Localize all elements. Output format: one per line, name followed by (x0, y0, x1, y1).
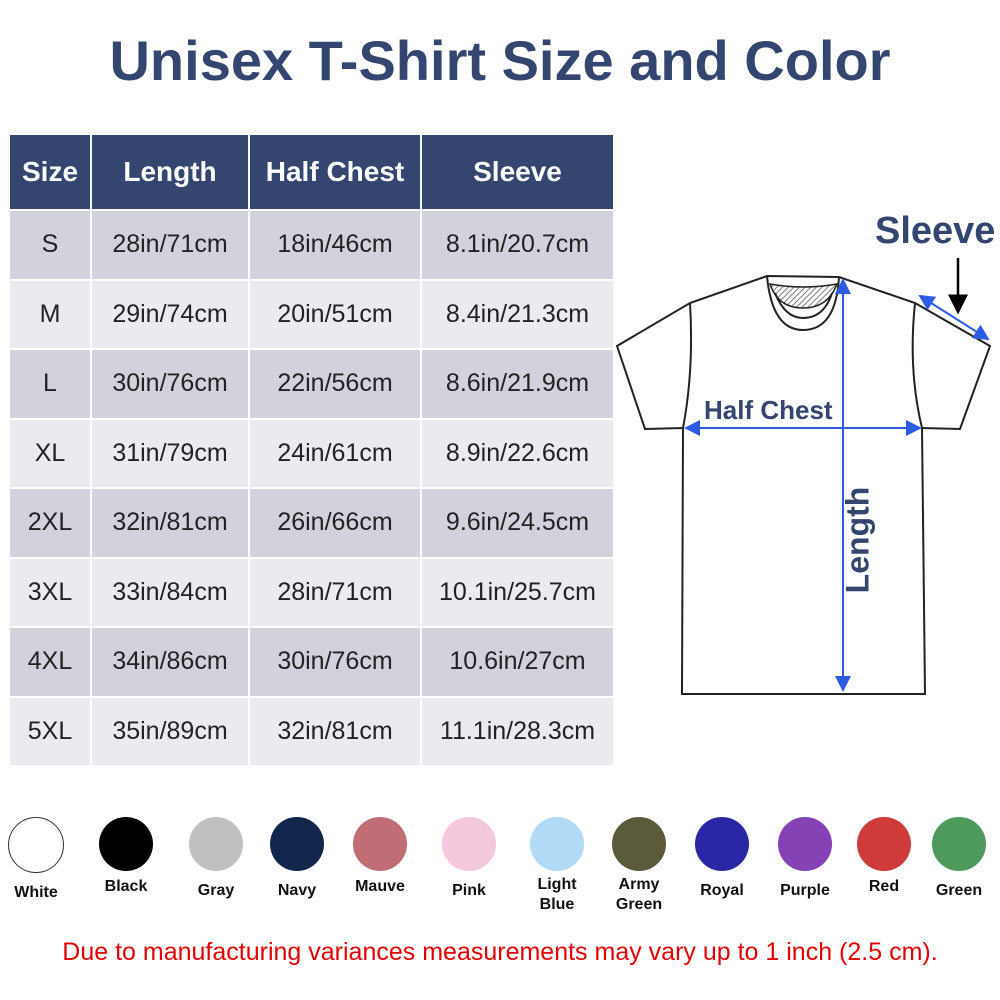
color-label: Gray (197, 882, 235, 899)
table-row: 2XL 32in/81cm 26in/66cm 9.6in/24.5cm (10, 487, 613, 558)
table-row: 3XL 33in/84cm 28in/71cm 10.1in/25.7cm (10, 556, 613, 627)
size-table: Size Length Half Chest Sleeve S 28in/71cm… (10, 135, 613, 765)
color-swatch: White (0, 817, 81, 903)
header-half-chest: Half Chest (249, 135, 422, 210)
color-dot (530, 817, 584, 871)
header-size: Size (10, 135, 92, 210)
color-label: Purple (780, 882, 830, 899)
color-swatch: Royal (677, 817, 767, 901)
length-label: Length (839, 486, 876, 594)
half-chest-cell: 24in/61cm (249, 417, 422, 488)
color-swatch: Light Blue (512, 817, 602, 915)
color-label: Army Green (615, 876, 663, 913)
size-cell: L (10, 348, 92, 419)
color-label: Light Blue (537, 876, 577, 913)
table-row: 4XL 34in/86cm 30in/76cm 10.6in/27cm (10, 626, 613, 697)
length-cell: 34in/86cm (91, 626, 250, 697)
size-cell: 5XL (10, 695, 92, 765)
length-cell: 35in/89cm (91, 695, 250, 765)
length-cell: 28in/71cm (91, 209, 250, 280)
color-label: Pink (452, 882, 486, 899)
sleeve-cell: 9.6in/24.5cm (421, 487, 613, 558)
color-dot (8, 817, 64, 873)
length-cell: 31in/79cm (91, 417, 250, 488)
half-chest-label: Half Chest (704, 395, 833, 425)
half-chest-cell: 20in/51cm (249, 278, 422, 349)
length-cell: 33in/84cm (91, 556, 250, 627)
length-cell: 32in/81cm (91, 487, 250, 558)
sleeve-arrow (918, 294, 990, 341)
half-chest-cell: 30in/76cm (249, 626, 422, 697)
color-label: Black (104, 878, 148, 895)
color-dot (442, 817, 496, 871)
color-dot (612, 817, 666, 871)
sleeve-cell: 8.6in/21.9cm (421, 348, 613, 419)
sleeve-cell: 10.6in/27cm (421, 626, 613, 697)
sleeve-cell: 10.1in/25.7cm (421, 556, 613, 627)
color-dot (857, 817, 911, 871)
color-dot (99, 817, 153, 871)
color-swatch: Red (839, 817, 929, 897)
color-dot (932, 817, 986, 871)
color-swatch: Pink (424, 817, 514, 901)
size-cell: XL (10, 417, 92, 488)
size-cell: 3XL (10, 556, 92, 627)
color-swatch: Gray (171, 817, 261, 901)
color-swatch: Purple (760, 817, 850, 901)
color-label: Mauve (355, 878, 405, 895)
color-label: Red (868, 878, 900, 895)
color-label: Green (935, 882, 983, 899)
color-swatch: Army Green (594, 817, 684, 915)
header-sleeve: Sleeve (421, 135, 613, 210)
table-row: 5XL 35in/89cm 32in/81cm 11.1in/28.3cm (10, 695, 613, 765)
half-chest-cell: 18in/46cm (249, 209, 422, 280)
color-label: Navy (277, 882, 317, 899)
size-cell: 2XL (10, 487, 92, 558)
sleeve-cell: 8.9in/22.6cm (421, 417, 613, 488)
color-dot (353, 817, 407, 871)
size-cell: 4XL (10, 626, 92, 697)
table-row: XL 31in/79cm 24in/61cm 8.9in/22.6cm (10, 417, 613, 488)
disclaimer-note: Due to manufacturing variances measureme… (62, 938, 938, 966)
color-swatch: Navy (252, 817, 342, 901)
half-chest-cell: 26in/66cm (249, 487, 422, 558)
sleeve-cell: 11.1in/28.3cm (421, 695, 613, 765)
sleeve-cell: 8.4in/21.3cm (421, 278, 613, 349)
table-row: M 29in/74cm 20in/51cm 8.4in/21.3cm (10, 278, 613, 349)
half-chest-cell: 32in/81cm (249, 695, 422, 765)
half-chest-cell: 28in/71cm (249, 556, 422, 627)
page-title: Unisex T-Shirt Size and Color (109, 29, 891, 92)
color-swatch: Mauve (335, 817, 425, 897)
color-dot (189, 817, 243, 871)
tshirt-outline (615, 274, 992, 695)
size-cell: M (10, 278, 92, 349)
color-swatch: Black (81, 817, 171, 897)
table-row: L 30in/76cm 22in/56cm 8.6in/21.9cm (10, 348, 613, 419)
half-chest-cell: 22in/56cm (249, 348, 422, 419)
color-swatch: Green (914, 817, 1000, 901)
color-label: White (14, 884, 58, 901)
color-label: Royal (700, 882, 744, 899)
table-row: S 28in/71cm 18in/46cm 8.1in/20.7cm (10, 209, 613, 280)
header-length: Length (91, 135, 250, 210)
length-cell: 29in/74cm (91, 278, 250, 349)
sleeve-label: Sleeve (875, 210, 996, 252)
color-dot (695, 817, 749, 871)
sleeve-cell: 8.1in/20.7cm (421, 209, 613, 280)
length-cell: 30in/76cm (91, 348, 250, 419)
color-dot (270, 817, 324, 871)
color-dot (778, 817, 832, 871)
size-cell: S (10, 209, 92, 280)
